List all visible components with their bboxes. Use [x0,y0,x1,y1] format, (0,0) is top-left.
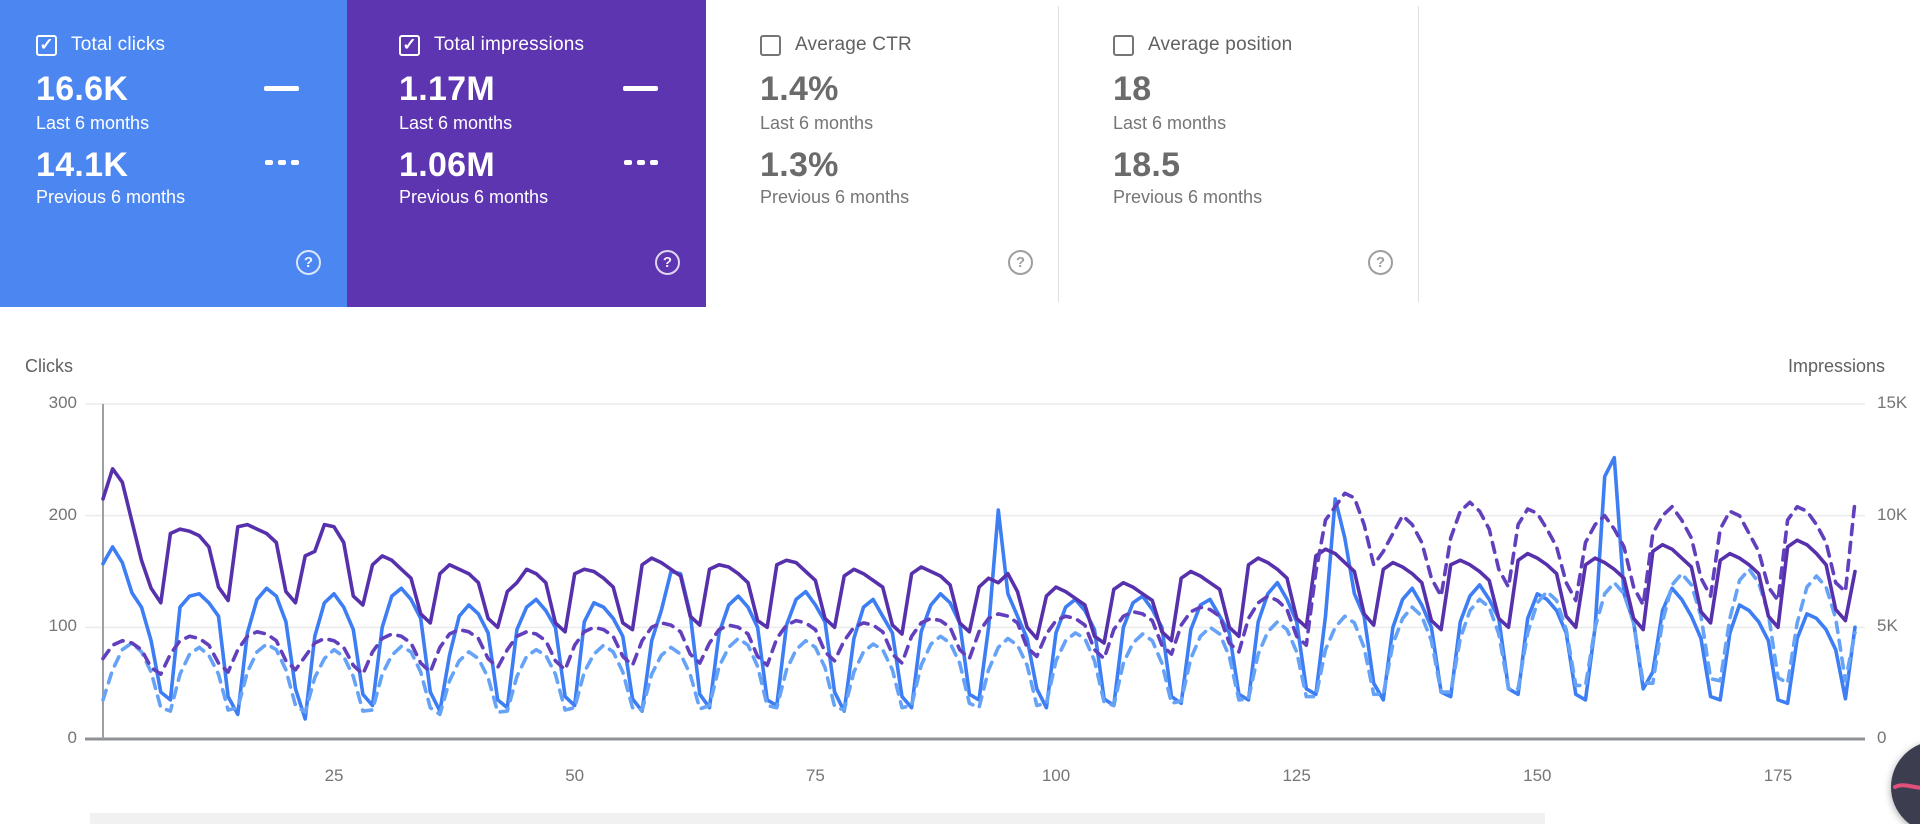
position-previous-value: 18.5 [1113,146,1181,184]
help-icon[interactable]: ? [1008,250,1033,275]
right-axis-tick: 10K [1877,504,1908,524]
card-title: Total clicks [71,34,166,55]
average-position-checkbox-row[interactable]: Average position [1113,34,1292,56]
metric-cards-row: ✓ Total clicks 16.6K Last 6 months 14.1K… [0,0,1920,307]
solid-line-indicator [264,86,299,91]
impressions-previous-label: Previous 6 months [399,187,549,207]
total-impressions-checkbox-row[interactable]: ✓ Total impressions [399,34,584,56]
card-title: Average CTR [795,34,912,55]
impressions-current-value: 1.17M [399,70,495,108]
average-ctr-checkbox-row[interactable]: Average CTR [760,34,912,56]
right-axis-title: Impressions [1788,356,1886,376]
dashed-line-indicator [624,160,658,165]
x-axis-tick: 75 [805,766,825,785]
clicks-previous-label: Previous 6 months [36,187,186,207]
x-axis-tick: 100 [1041,766,1071,785]
right-axis-tick: 15K [1877,393,1908,412]
series-clicks-previous-6-months [101,567,1857,717]
card-average-ctr[interactable]: Average CTR 1.4% Last 6 months 1.3% Prev… [706,0,1059,307]
dashed-line-indicator [265,160,299,165]
x-axis-tick: 150 [1523,766,1552,785]
left-axis-tick: 300 [48,393,77,412]
impressions-previous-value: 1.06M [399,146,495,184]
checkbox-checked-icon[interactable]: ✓ [36,34,57,56]
recording-bubble[interactable] [1891,741,1920,824]
card-divider [1418,6,1419,302]
card-total-clicks[interactable]: ✓ Total clicks 16.6K Last 6 months 14.1K… [0,0,347,307]
ctr-current-label: Last 6 months [760,113,874,133]
right-axis-tick: 0 [1877,728,1887,747]
x-axis-tick: 25 [324,766,344,785]
clicks-current-label: Last 6 months [36,113,150,133]
position-current-value: 18 [1113,70,1152,108]
ctr-previous-label: Previous 6 months [760,187,910,207]
series-impressions-last-6-months [101,466,1857,645]
series-impressions-previous-6-months [101,491,1857,677]
checkbox-unchecked-icon[interactable] [760,34,781,56]
ctr-current-value: 1.4% [760,70,839,108]
checkbox-unchecked-icon[interactable] [1113,34,1134,56]
checkbox-checked-icon[interactable]: ✓ [399,34,420,56]
help-icon[interactable]: ? [296,250,321,275]
series-clicks-last-6-months [101,455,1857,721]
recording-bubble-glyph [1893,783,1920,790]
card-title: Average position [1148,34,1293,55]
left-axis-tick: 200 [48,504,77,524]
solid-line-indicator [623,86,658,91]
card-divider [1058,6,1059,302]
clicks-current-value: 16.6K [36,70,129,108]
position-previous-label: Previous 6 months [1113,187,1263,207]
x-axis-tick: 125 [1282,766,1311,785]
help-icon[interactable]: ? [1368,250,1393,275]
impressions-current-label: Last 6 months [399,113,513,133]
next-section-edge [90,813,1545,824]
x-axis-tick: 50 [565,766,585,785]
card-total-impressions[interactable]: ✓ Total impressions 1.17M Last 6 months … [347,0,706,307]
x-axis-tick: 175 [1763,766,1793,785]
clicks-previous-value: 14.1K [36,146,129,184]
card-average-position[interactable]: Average position 18 Last 6 months 18.5 P… [1059,0,1419,307]
left-axis-title: Clicks [25,356,73,376]
left-axis-tick: 100 [48,616,77,636]
help-icon[interactable]: ? [655,250,680,275]
card-title: Total impressions [434,34,585,55]
position-current-label: Last 6 months [1113,113,1227,133]
ctr-previous-value: 1.3% [760,146,839,184]
right-axis-tick: 5K [1877,616,1898,636]
left-axis-tick: 0 [67,728,77,747]
total-clicks-checkbox-row[interactable]: ✓ Total clicks [36,34,165,56]
